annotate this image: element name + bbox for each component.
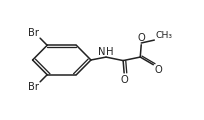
- Text: O: O: [155, 65, 163, 75]
- Text: N: N: [98, 47, 106, 57]
- Text: H: H: [106, 47, 114, 57]
- Text: CH₃: CH₃: [155, 31, 172, 40]
- Text: O: O: [120, 75, 128, 85]
- Text: Br: Br: [28, 28, 39, 38]
- Text: O: O: [137, 33, 145, 43]
- Text: Br: Br: [28, 82, 39, 92]
